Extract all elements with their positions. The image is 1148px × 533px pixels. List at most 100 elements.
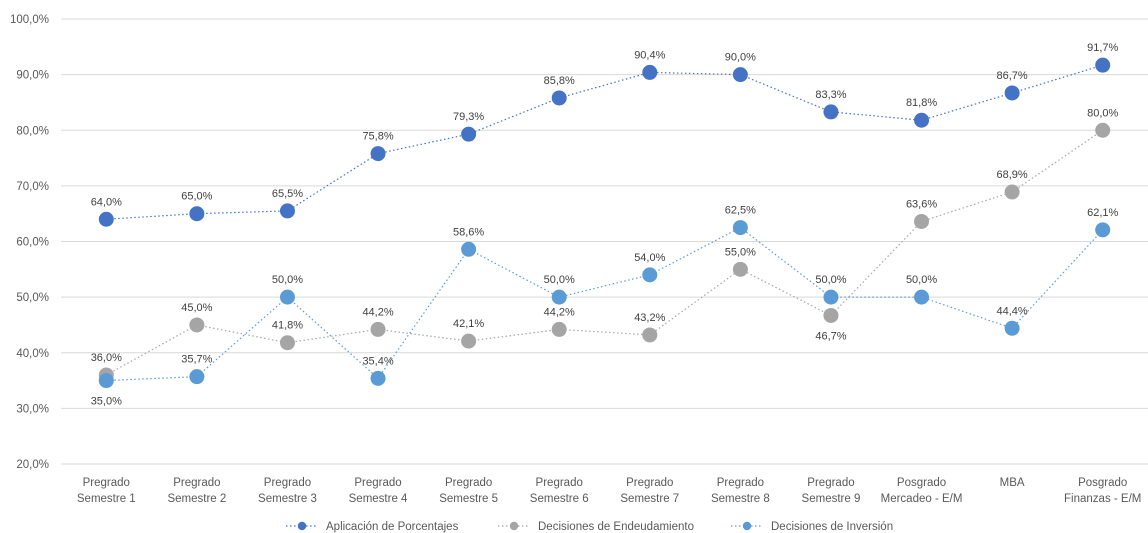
data-point [914,213,930,229]
data-point [98,373,114,389]
data-point [1004,85,1020,101]
data-point [279,203,295,219]
x-tick-label: Semestre 2 [167,493,226,505]
x-tick-label: Pregrado [445,477,492,489]
legend-swatch-marker [297,521,307,531]
data-point [461,126,477,142]
x-axis: Pregrado Semestre 1 Pregrado Semestre 2 Preg… [61,463,1148,505]
data-label: 41,8% [272,320,303,332]
data-label: 35,0% [91,396,122,408]
legend-label: Decisiones de Inversión [771,521,893,533]
data-labels: 64,0% 65,0% 65,5% 75,8% 79,3% 85,8% 90,4% 90,0%… [91,42,1119,407]
data-point [189,369,205,385]
data-label: 50,0% [815,274,846,286]
gridlines [61,18,1148,409]
data-point [551,90,567,106]
data-label: 44,2% [362,306,393,318]
legend-item[interactable]: Aplicación de Porcentajes [286,521,459,533]
x-tick-label: Pregrado [264,477,311,489]
data-label: 43,2% [634,312,665,324]
series-group [98,57,1111,389]
data-label: 50,0% [272,274,303,286]
x-tick-label: Pregrado [83,477,130,489]
legend: Aplicación de Porcentajes Decisiones de E… [286,521,893,533]
data-point [732,220,748,236]
x-tick-label: MBA [1000,477,1025,489]
y-tick-label: 40,0% [16,348,49,360]
data-label: 65,0% [181,191,212,203]
y-tick-label: 100,0% [10,14,49,26]
data-label: 46,7% [815,330,846,342]
x-tick-label: Finanzas - E/M [1064,493,1141,505]
data-label: 85,8% [544,75,575,87]
data-label: 65,5% [272,188,303,200]
data-point [189,206,205,222]
legend-item[interactable]: Decisiones de Inversión [731,521,893,533]
data-point [1004,320,1020,336]
data-point [370,370,386,386]
x-tick-label: Posgrado [1078,477,1127,489]
x-tick-label: Semestre 4 [349,493,408,505]
data-label: 54,0% [634,252,665,264]
x-tick-label: Semestre 7 [620,493,679,505]
data-label: 44,4% [997,305,1028,317]
data-label: 50,0% [544,274,575,286]
data-label: 44,2% [544,306,575,318]
data-point [1095,122,1111,138]
x-tick-label: Pregrado [626,477,673,489]
data-label: 58,6% [453,226,484,238]
y-tick-label: 80,0% [16,125,49,137]
x-tick-label: Semestre 5 [439,493,498,505]
data-label: 90,4% [634,49,665,61]
data-point [914,289,930,305]
data-label: 62,1% [1087,207,1118,219]
data-point [732,67,748,83]
data-point [1004,184,1020,200]
data-label: 35,7% [181,354,212,366]
data-label: 91,7% [1087,42,1118,54]
y-tick-label: 30,0% [16,403,49,415]
x-tick-label: Pregrado [536,477,583,489]
data-point [98,211,114,227]
data-point [732,261,748,277]
data-point [279,335,295,351]
data-point [370,146,386,162]
data-point [551,289,567,305]
legend-item[interactable]: Decisiones de Endeudamiento [498,521,694,533]
data-label: 62,5% [725,205,756,217]
data-label: 42,1% [453,318,484,330]
data-point [642,327,658,343]
y-tick-label: 60,0% [16,237,49,249]
x-tick-label: Pregrado [807,477,854,489]
data-point [461,333,477,349]
data-point [823,104,839,120]
data-point [823,289,839,305]
data-label: 83,3% [815,89,846,101]
legend-swatch-marker [509,521,519,531]
data-point [1095,57,1111,73]
data-point [279,289,295,305]
data-label: 45,0% [181,302,212,314]
data-label: 86,7% [997,70,1028,82]
data-point [551,321,567,337]
data-label: 81,8% [906,97,937,109]
x-tick-label: Semestre 9 [802,493,861,505]
y-tick-label: 70,0% [16,181,49,193]
data-point [1095,222,1111,238]
y-tick-label: 20,0% [16,459,49,471]
data-point [914,112,930,128]
x-tick-label: Semestre 3 [258,493,317,505]
data-label: 79,3% [453,111,484,123]
x-tick-label: Pregrado [173,477,220,489]
x-tick-label: Pregrado [717,477,764,489]
x-tick-label: Semestre 1 [77,493,136,505]
x-tick-label: Semestre 8 [711,493,770,505]
y-axis: 20,0% 30,0% 40,0% 50,0% 60,0% 70,0% 80,0% 90,0%… [10,14,49,471]
x-tick-label: Mercadeo - E/M [881,493,963,505]
legend-label: Aplicación de Porcentajes [326,521,459,533]
data-label: 90,0% [725,52,756,64]
data-label: 68,9% [997,169,1028,181]
data-label: 80,0% [1087,107,1118,119]
data-label: 75,8% [362,131,393,143]
